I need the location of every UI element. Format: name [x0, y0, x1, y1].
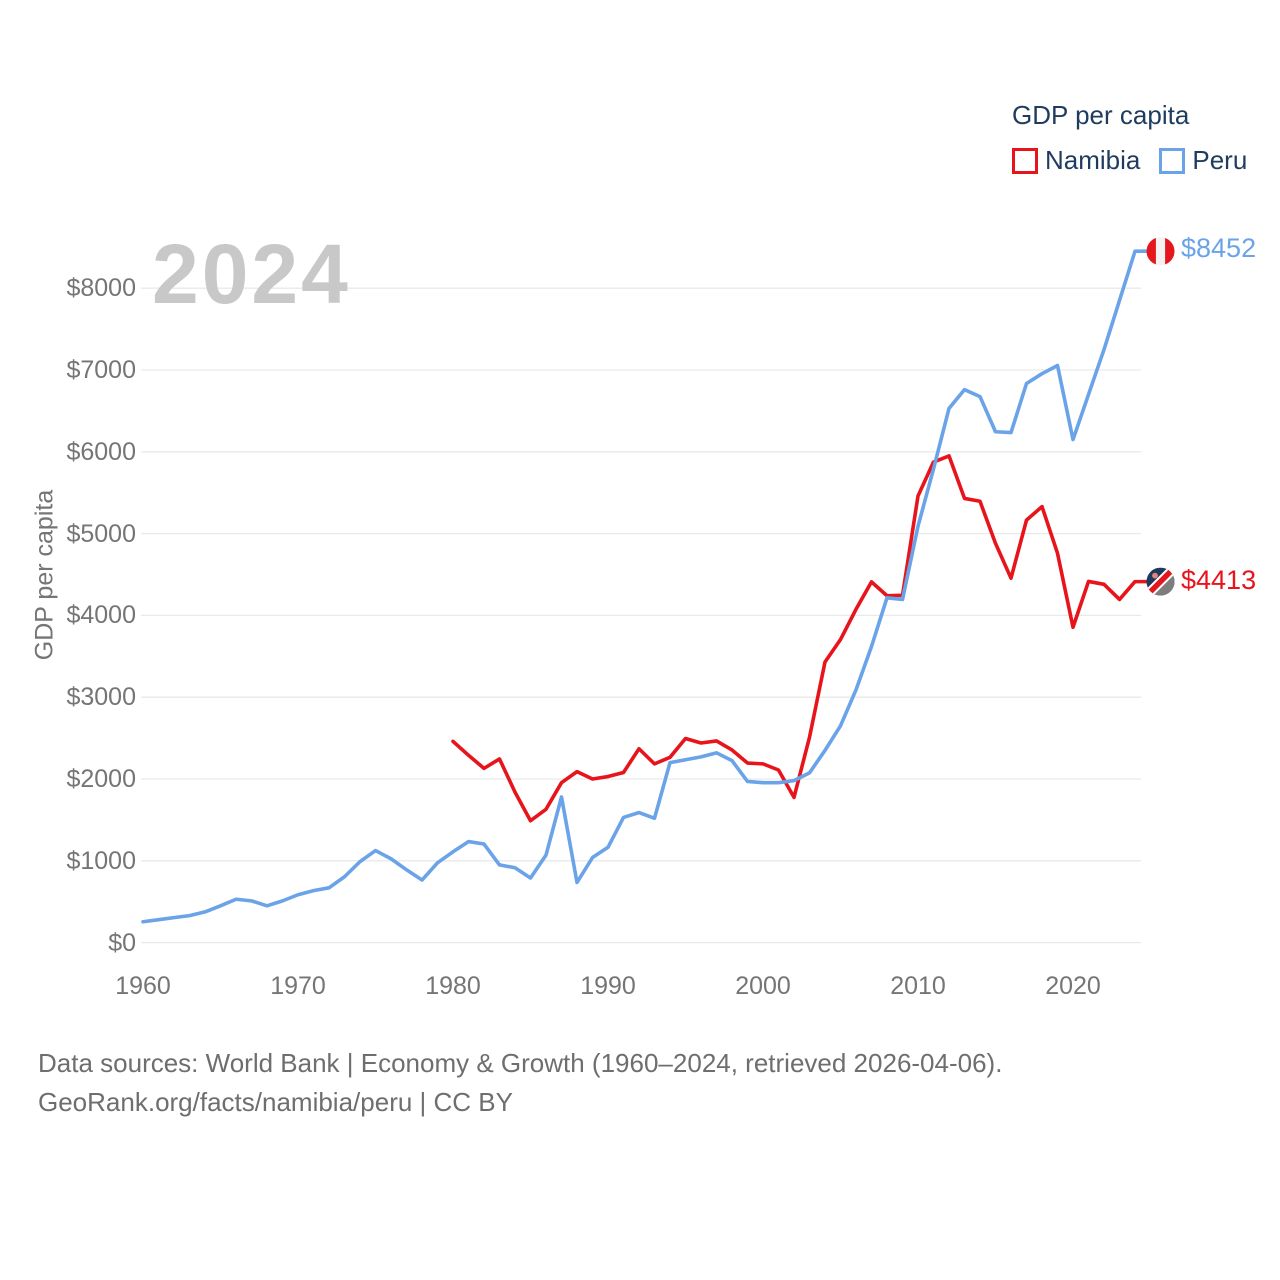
legend-label-namibia: Namibia: [1045, 145, 1141, 175]
y-tick-label: $1000: [66, 846, 136, 875]
y-tick-label: $4000: [66, 601, 136, 630]
namibia-end-value-label: $4413: [1181, 564, 1257, 595]
x-tick-label: 2010: [890, 972, 946, 1000]
y-tick-label: $0: [108, 928, 136, 957]
footer: Data sources: World Bank | Economy & Gro…: [38, 1044, 1002, 1122]
gridlines: [141, 287, 1141, 944]
namibia-flag-icon: [1146, 567, 1175, 596]
namibia-line: [451, 454, 1148, 823]
peru-swatch-icon: [1159, 147, 1186, 174]
legend-label-peru: Peru: [1192, 145, 1248, 175]
x-tick-label: 1990: [580, 972, 636, 1000]
footer-attribution-line: GeoRank.org/facts/namibia/peru | CC BY: [38, 1087, 513, 1117]
y-tick-label: $7000: [66, 356, 136, 384]
namibia-swatch-icon: [1012, 147, 1038, 174]
y-tick-label: $6000: [66, 437, 136, 466]
y-tick-label: $3000: [66, 683, 136, 712]
y-tick-label: $5000: [66, 519, 136, 548]
x-tick-label: 1960: [115, 972, 171, 1000]
y-tick-label: $2000: [66, 765, 136, 793]
watermark-year: 2024: [152, 227, 351, 321]
peru-end-value-label: $8452: [1181, 233, 1257, 264]
x-tick-label: 2020: [1045, 972, 1101, 1000]
legend-items: Namibia Peru: [1012, 145, 1247, 176]
legend-title: GDP per capita: [1012, 100, 1190, 130]
legend: GDP per capita Namibia Peru: [1012, 100, 1247, 176]
x-tick-label: 1970: [270, 972, 326, 1000]
peru-flag-icon: [1146, 237, 1175, 266]
y-tick-label: $8000: [66, 274, 136, 303]
footer-sources-line: Data sources: World Bank | Economy & Gro…: [38, 1048, 1003, 1078]
legend-item-peru[interactable]: Peru: [1159, 145, 1247, 176]
x-tick-label: 2000: [735, 972, 791, 1000]
legend-item-namibia[interactable]: Namibia: [1012, 145, 1140, 176]
peru-line: [141, 249, 1148, 924]
x-tick-label: 1980: [425, 972, 481, 1000]
y-axis-title: GDP per capita: [30, 489, 59, 661]
